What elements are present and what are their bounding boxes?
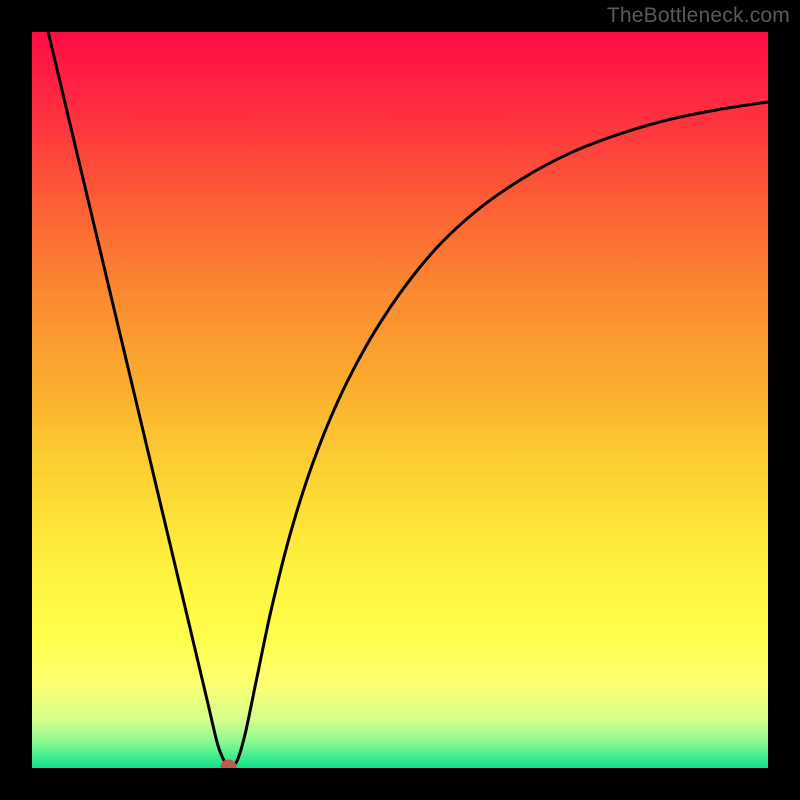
bottleneck-curve xyxy=(32,32,768,768)
watermark-text: TheBottleneck.com xyxy=(607,4,790,28)
chart-plot-area xyxy=(32,32,768,768)
